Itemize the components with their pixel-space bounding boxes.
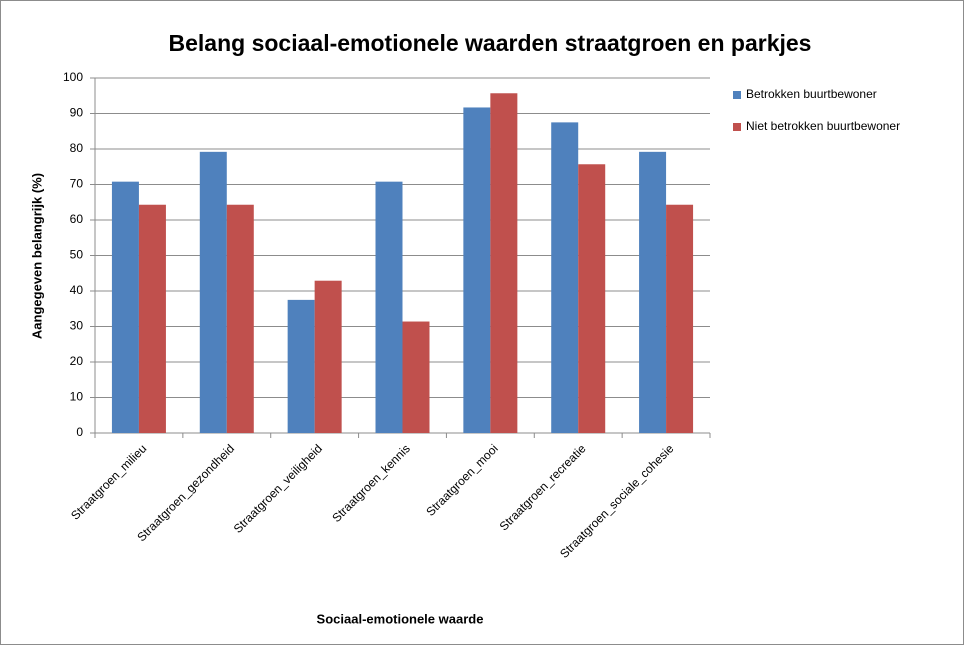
bar bbox=[551, 122, 579, 433]
bar bbox=[287, 299, 315, 433]
bar bbox=[666, 204, 694, 433]
bar bbox=[375, 181, 403, 433]
x-axis-title: Sociaal-emotionele waarde bbox=[317, 611, 484, 626]
y-axis-title: Aangegeven belangrijk (%) bbox=[29, 173, 44, 339]
bar bbox=[463, 107, 491, 433]
legend-swatch bbox=[733, 91, 741, 99]
y-tick-label: 70 bbox=[70, 177, 84, 191]
bar bbox=[639, 151, 667, 433]
y-tick-label: 0 bbox=[76, 425, 83, 439]
y-tick-label: 50 bbox=[70, 248, 84, 262]
bar bbox=[490, 93, 518, 433]
bar bbox=[111, 181, 139, 433]
legend-label: Betrokken buurtbewoner bbox=[746, 87, 877, 101]
chart-title: Belang sociaal-emotionele waarden straat… bbox=[169, 30, 812, 56]
legend-swatch bbox=[733, 123, 741, 131]
bar bbox=[402, 321, 430, 433]
bar bbox=[226, 204, 254, 433]
legend-label: Niet betrokken buurtbewoner bbox=[746, 119, 900, 133]
y-tick-label: 20 bbox=[70, 354, 84, 368]
bar bbox=[578, 164, 606, 433]
bar bbox=[138, 204, 166, 433]
bar bbox=[314, 280, 342, 433]
y-tick-label: 90 bbox=[70, 106, 84, 120]
y-tick-label: 100 bbox=[63, 70, 83, 84]
bar bbox=[199, 151, 227, 433]
y-tick-label: 30 bbox=[70, 319, 84, 333]
y-tick-label: 80 bbox=[70, 141, 84, 155]
y-tick-label: 60 bbox=[70, 212, 84, 226]
y-tick-label: 10 bbox=[70, 390, 84, 404]
y-tick-label: 40 bbox=[70, 283, 84, 297]
